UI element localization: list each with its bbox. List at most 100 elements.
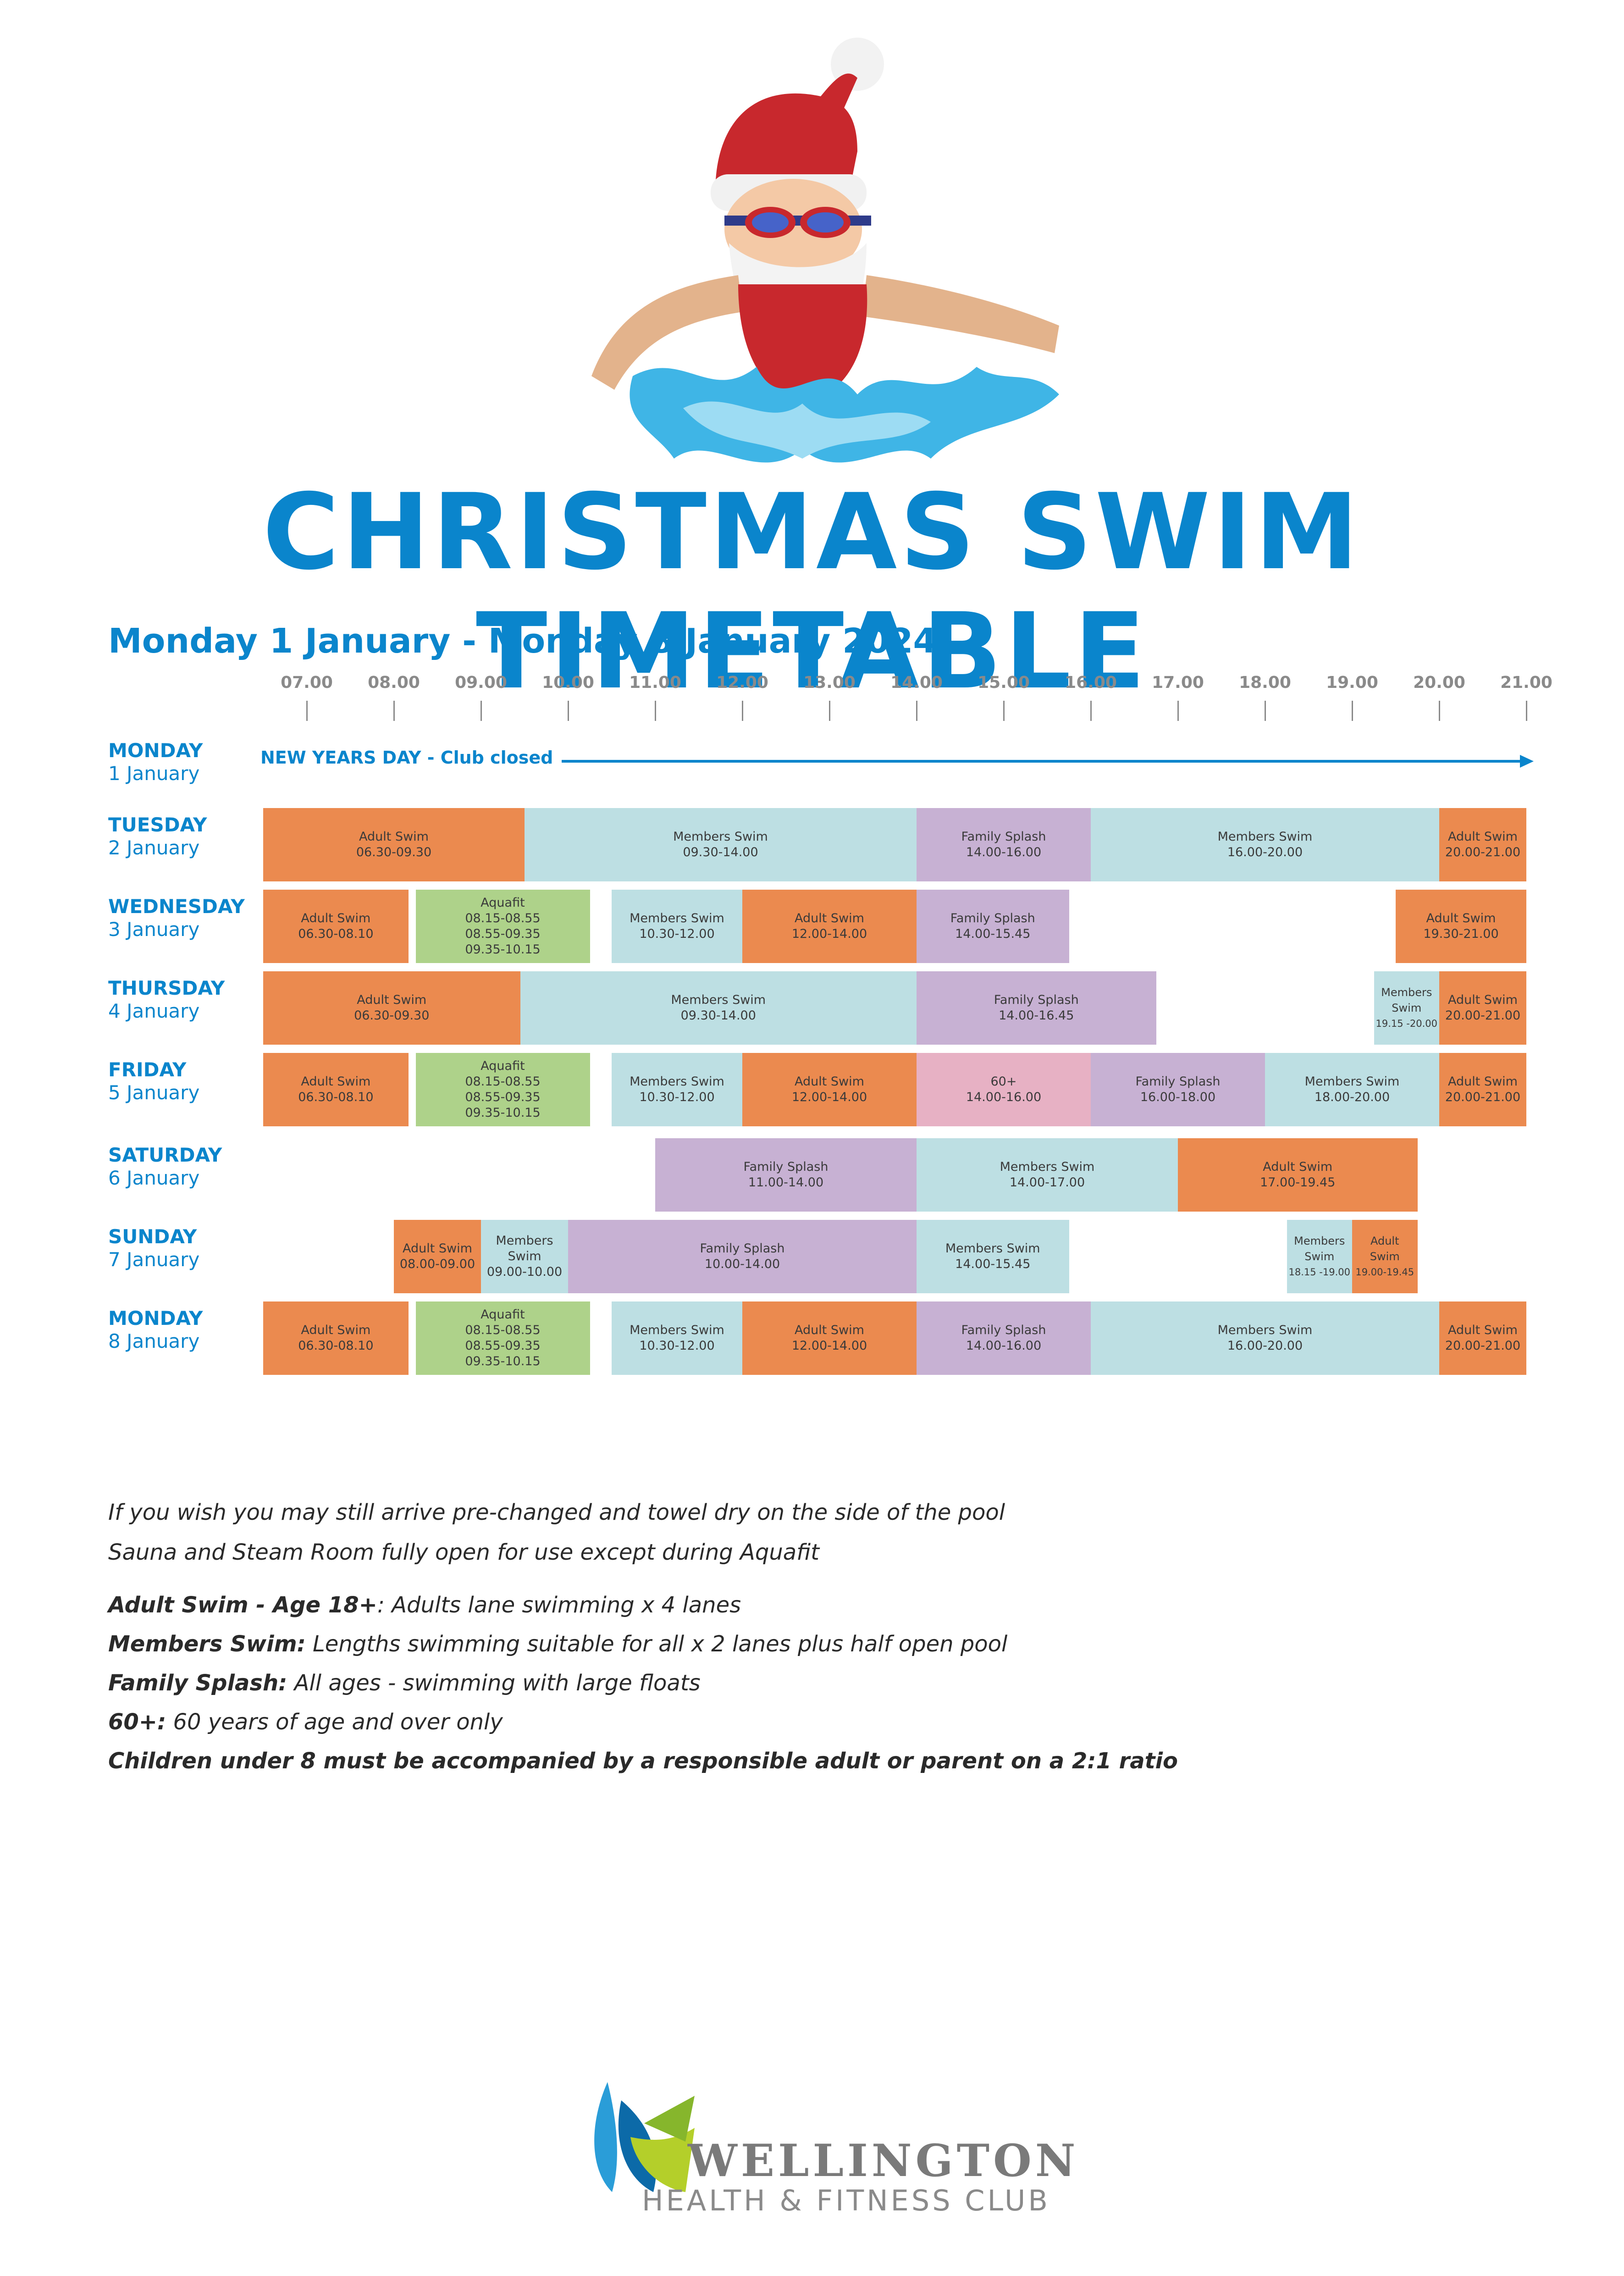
session-block-adult: Adult Swim 06.30-08.10 (263, 1301, 409, 1375)
day-name: TUESDAY (108, 814, 207, 836)
legend-family-label: Family Splash: (108, 1670, 287, 1696)
session-block-family: Family Splash 16.00-18.00 (1091, 1053, 1265, 1126)
logo-tagline: HEALTH & FITNESS CLUB (642, 2184, 1050, 2217)
session-title: Adult Swim (301, 911, 371, 925)
session-block-adult: Adult Swim 20.00-21.00 (1439, 1301, 1526, 1375)
session-block-members: Members Swim 16.00-20.00 (1091, 1301, 1439, 1375)
session-title: 60+ (990, 1074, 1017, 1089)
day-label: MONDAY 8 January (108, 1307, 203, 1353)
time-axis-label: 11.00 (629, 673, 681, 692)
session-title: Members Swim (630, 1074, 724, 1089)
day-name: MONDAY (108, 1307, 203, 1329)
session-times: 16.00-20.00 (1227, 845, 1303, 859)
time-axis-label: 16.00 (1065, 673, 1117, 692)
legend-adult-label: Adult Swim - Age 18+ (108, 1592, 377, 1618)
session-times: 08.15-08.55 08.55-09.35 09.35-10.15 (465, 1074, 541, 1120)
time-axis-label: 08.00 (368, 673, 420, 692)
time-axis-label: 20.00 (1413, 673, 1465, 692)
session-times: 20.00-21.00 (1445, 845, 1521, 859)
day-label: FRIDAY 5 January (108, 1058, 199, 1104)
session-block-adult: Adult Swim 08.00-09.00 (394, 1220, 481, 1293)
session-title: Adult Swim (301, 1074, 371, 1089)
session-block-family: Family Splash 14.00-16.45 (917, 971, 1156, 1045)
session-title: Adult Swim (1426, 911, 1496, 925)
session-times: 14.00-15.45 (955, 1257, 1031, 1271)
time-axis-label: 10.00 (542, 673, 594, 692)
session-title: Adult Swim (1448, 1074, 1518, 1089)
time-axis-tick (1090, 701, 1092, 721)
day-name: FRIDAY (108, 1058, 187, 1081)
session-block-family: Family Splash 14.00-15.45 (917, 890, 1069, 963)
time-axis-tick (568, 701, 569, 721)
session-title: Adult Swim (1448, 1323, 1518, 1337)
day-name: SUNDAY (108, 1225, 197, 1248)
day-label: TUESDAY 2 January (108, 814, 207, 859)
session-times: 06.30-09.30 (354, 1008, 430, 1023)
session-block-adult: Adult Swim 06.30-08.10 (263, 890, 409, 963)
session-title: Members Swim (630, 911, 724, 925)
session-title: Family Splash (700, 1241, 785, 1256)
session-block-members: Members Swim 09.00-10.00 (481, 1220, 568, 1293)
session-times: 12.00-14.00 (791, 1339, 867, 1353)
session-title: Members Swim (1381, 986, 1432, 1014)
session-block-adult: Adult Swim 12.00-14.00 (742, 890, 917, 963)
session-title: Members Swim (1294, 1235, 1345, 1263)
legend-family-splash: Family Splash: All ages - swimming with … (108, 1670, 701, 1696)
time-axis-tick (1265, 701, 1266, 721)
legend-family-text: All ages - swimming with large floats (287, 1670, 701, 1696)
session-block-members: Members Swim 10.30-12.00 (612, 1301, 742, 1375)
session-block-members: Members Swim 10.30-12.00 (612, 890, 742, 963)
session-times: 08.15-08.55 08.55-09.35 09.35-10.15 (465, 1323, 541, 1368)
session-block-adult: Adult Swim 17.00-19.45 (1178, 1138, 1418, 1212)
session-block-adult: Adult Swim 19.30-21.00 (1396, 890, 1526, 963)
session-times: 09.00-10.00 (486, 1265, 563, 1279)
session-times: 06.30-09.30 (356, 845, 432, 859)
closed-arrow-icon (562, 755, 1534, 768)
session-title: Aquafit (481, 1059, 525, 1073)
day-date: 4 January (108, 1000, 200, 1022)
session-block-adult: Adult Swim 20.00-21.00 (1439, 1053, 1526, 1126)
session-block-adult: Adult Swim 06.30-09.30 (263, 808, 525, 881)
time-axis-tick (1003, 701, 1005, 721)
note-sauna: Sauna and Steam Room fully open for use … (108, 1539, 819, 1565)
time-axis-label: 15.00 (978, 673, 1030, 692)
session-block-adult: Adult Swim 20.00-21.00 (1439, 971, 1526, 1045)
session-title: Members Swim (630, 1323, 724, 1337)
time-axis-label: 12.00 (716, 673, 768, 692)
time-axis-label: 21.00 (1500, 673, 1552, 692)
day-date: 8 January (108, 1330, 200, 1352)
day-date: 3 January (108, 918, 200, 941)
session-block-aqua: Aquafit 08.15-08.55 08.55-09.35 09.35-10.… (415, 1301, 590, 1375)
closed-notice: NEW YEARS DAY - Club closed (260, 748, 553, 768)
session-title: Family Splash (1135, 1074, 1221, 1089)
session-times: 06.30-08.10 (298, 927, 374, 941)
session-times: 12.00-14.00 (791, 1090, 867, 1104)
day-name: THURSDAY (108, 977, 225, 999)
session-title: Adult Swim (357, 993, 427, 1007)
note-prechanged: If you wish you may still arrive pre-cha… (108, 1500, 1005, 1525)
session-block-adult: Adult Swim 19.00-19.45 (1352, 1220, 1418, 1293)
session-times: 08.00-09.00 (399, 1257, 475, 1271)
day-date: 6 January (108, 1167, 200, 1189)
logo-wordmark: WELLINGTON (688, 2135, 1079, 2187)
session-title: Members Swim (671, 993, 766, 1007)
day-name: WEDNESDAY (108, 895, 245, 918)
legend-sixty-label: 60+: (108, 1709, 166, 1735)
legend-sixty-text: 60 years of age and over only (166, 1709, 503, 1735)
session-times: 19.15 -20.00 (1375, 1018, 1438, 1029)
time-axis-tick (655, 701, 656, 721)
page-title: CHRISTMAS SWIM TIMETABLE (262, 471, 1362, 712)
note-children: Children under 8 must be accompanied by … (108, 1748, 1178, 1774)
session-times: 14.00-16.00 (966, 1090, 1042, 1104)
time-axis-label: 14.00 (890, 673, 943, 692)
wellington-logo-icon (594, 2082, 695, 2192)
session-block-adult: Adult Swim 06.30-08.10 (263, 1053, 409, 1126)
session-times: 18.15 -19.00 (1288, 1267, 1351, 1278)
day-label: SUNDAY 7 January (108, 1225, 199, 1271)
session-times: 20.00-21.00 (1445, 1339, 1521, 1353)
time-axis-tick (393, 701, 395, 721)
day-date: 1 January (108, 762, 200, 785)
session-block-members: Members Swim 18.00-20.00 (1265, 1053, 1439, 1126)
date-range-subtitle: Monday 1 January - Monday 8 January 2024 (108, 621, 937, 661)
session-block-members: Members Swim 10.30-12.00 (612, 1053, 742, 1126)
